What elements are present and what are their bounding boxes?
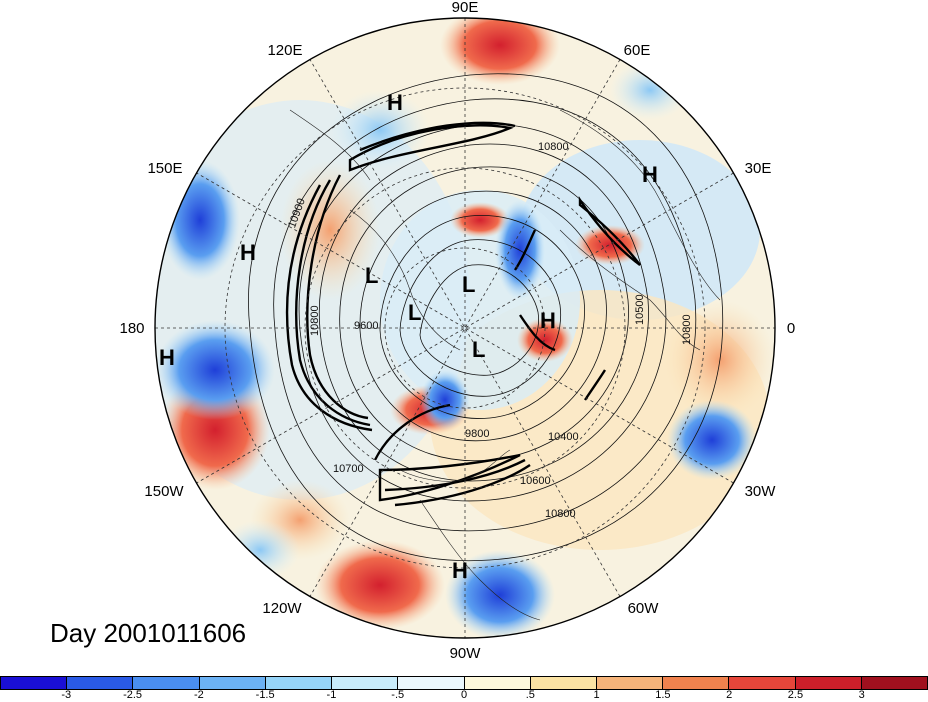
colorbar-swatch bbox=[596, 677, 664, 689]
colorbar-swatch bbox=[795, 677, 862, 689]
high-pressure-marker: H bbox=[387, 90, 403, 115]
colorbar-ticks: -3 -2.5 -2 -1.5 -1 -.5 0 .5 1 1.5 2 2.5 3 bbox=[0, 689, 928, 702]
colorbar-swatch bbox=[729, 677, 796, 689]
longitude-label: 120W bbox=[262, 600, 302, 617]
low-pressure-marker: L bbox=[408, 300, 421, 325]
high-pressure-marker: H bbox=[540, 308, 556, 333]
contour-label: 10500 bbox=[634, 294, 646, 325]
longitude-label: 90E bbox=[452, 0, 479, 16]
contour-label: 9800 bbox=[465, 428, 489, 440]
contour-label: 10800 bbox=[545, 508, 576, 520]
contour-label: 10800 bbox=[309, 305, 321, 336]
contour-label: 10600 bbox=[520, 475, 551, 487]
colorbar-tick-label: 2.5 bbox=[787, 689, 804, 701]
longitude-label: 30E bbox=[745, 160, 772, 177]
colorbar-swatch bbox=[398, 677, 465, 689]
colorbar-tick-label: -.5 bbox=[391, 689, 405, 701]
colorbar-tick-label: -2.5 bbox=[123, 689, 143, 701]
colorbar-swatch bbox=[265, 677, 333, 689]
longitude-label: 60W bbox=[628, 600, 660, 617]
colorbar-tick-label: -2 bbox=[193, 689, 204, 701]
contour-label: 10800 bbox=[538, 141, 569, 153]
colorbar-tick-label: -1 bbox=[326, 689, 337, 701]
contour-label: 10800 bbox=[681, 314, 693, 345]
longitude-label: 0 bbox=[787, 320, 795, 337]
low-pressure-marker: L bbox=[462, 272, 475, 297]
longitude-label: 180 bbox=[119, 320, 144, 337]
lat-lon-grid bbox=[155, 18, 775, 638]
contour-label: 10400 bbox=[548, 431, 579, 443]
longitude-label: 60E bbox=[624, 42, 651, 59]
colorbar-tick-label: -1.5 bbox=[255, 689, 275, 701]
colorbar-tick-label: 1.5 bbox=[655, 689, 671, 701]
colorbar-swatch bbox=[861, 677, 928, 689]
high-pressure-marker: H bbox=[159, 345, 175, 370]
contour-label: 9600 bbox=[354, 320, 378, 332]
low-pressure-marker: L bbox=[365, 263, 378, 288]
polar-map: 10800 10900 10500 10800 9600 9800 10400 … bbox=[119, 0, 795, 662]
colorbar-swatch bbox=[464, 677, 531, 689]
map-boundary bbox=[154, 17, 776, 639]
jet-contours bbox=[285, 121, 641, 507]
longitude-label: 150W bbox=[144, 483, 184, 500]
high-pressure-marker: H bbox=[642, 162, 658, 187]
colorbar-swatch bbox=[67, 677, 134, 689]
colorbar-tick-label: 3 bbox=[858, 689, 865, 701]
colorbar-tick-label: .5 bbox=[525, 689, 535, 701]
colorbar-tick-label: 0 bbox=[460, 689, 468, 701]
longitude-labels: 90E 60E 30E 0 30W 60W 90W 120W 150W 180 … bbox=[119, 0, 795, 662]
longitude-label: 150E bbox=[147, 160, 182, 177]
contour-labels: 10800 10900 10500 10800 9600 9800 10400 … bbox=[286, 141, 693, 520]
map-title: Day 2001011606 bbox=[50, 618, 247, 648]
anomaly-field bbox=[155, 18, 775, 638]
colorbar-swatch bbox=[332, 677, 399, 689]
contour-label: 10700 bbox=[333, 463, 364, 475]
colorbar-swatch bbox=[663, 677, 730, 689]
coastlines bbox=[289, 109, 721, 621]
colorbar-tick-label: 1 bbox=[593, 689, 600, 701]
colorbar: -3 -2.5 -2 -1.5 -1 -.5 0 .5 1 1.5 2 2.5 3 bbox=[0, 676, 928, 702]
colorbar-swatch bbox=[133, 677, 200, 689]
high-pressure-marker: H bbox=[240, 240, 256, 265]
pressure-centers: H H H H H H L L L L bbox=[159, 90, 658, 583]
longitude-label: 120E bbox=[267, 42, 302, 59]
longitude-label: 90W bbox=[450, 645, 482, 662]
colorbar-tick-label: -3 bbox=[61, 689, 72, 701]
colorbar-tick-label: 2 bbox=[726, 689, 733, 701]
colorbar-swatch bbox=[1, 677, 68, 689]
colorbar-swatch bbox=[199, 677, 266, 689]
longitude-label: 30W bbox=[745, 483, 777, 500]
colorbar-swatches bbox=[0, 676, 928, 690]
colorbar-swatch bbox=[530, 677, 597, 689]
high-pressure-marker: H bbox=[452, 558, 468, 583]
low-pressure-marker: L bbox=[472, 337, 485, 362]
